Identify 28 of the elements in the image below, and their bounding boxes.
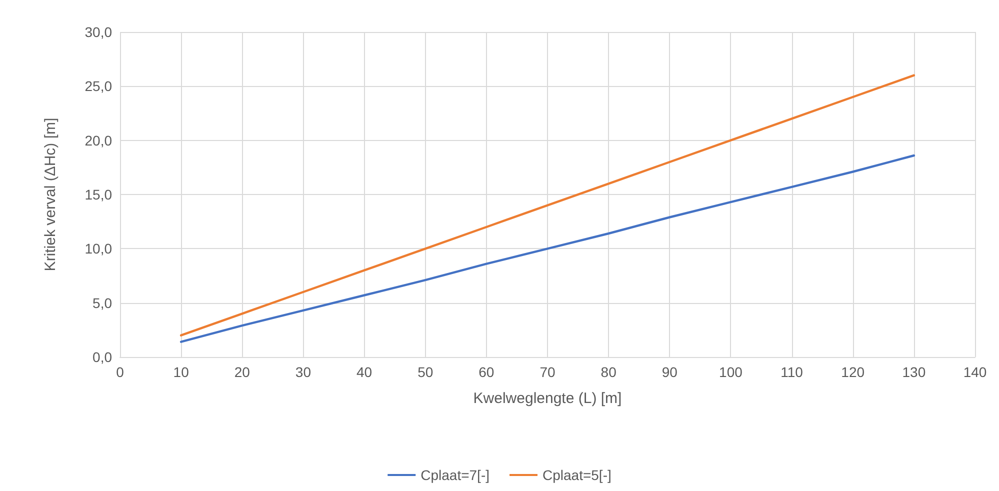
x-tick-label: 130	[902, 364, 926, 380]
y-tick-label: 10,0	[84, 240, 112, 257]
x-tick-label: 20	[234, 364, 250, 380]
x-tick-label: 30	[295, 364, 312, 380]
x-tick-label: 100	[719, 364, 743, 380]
x-tick-label: 110	[780, 364, 804, 380]
y-tick-label: 0,0	[92, 349, 112, 365]
y-axis-title: Kritiek verval (ΔHc) [m]	[42, 118, 59, 272]
x-tick-label: 80	[600, 364, 617, 380]
x-tick-label: 120	[841, 364, 865, 380]
legend-label: Cplaat=5[-]	[542, 467, 612, 483]
y-tick-label: 25,0	[84, 78, 112, 94]
line-series	[180, 154, 916, 343]
x-axis-title: Kwelweglengte (L) [m]	[473, 390, 622, 407]
x-tick-label: 40	[356, 364, 372, 380]
y-tick-label: 15,0	[84, 186, 112, 202]
y-tick-label: 30,0	[84, 24, 112, 40]
x-tick-label: 50	[418, 364, 434, 380]
line-series	[180, 74, 916, 336]
x-tick-label: 0	[116, 364, 124, 380]
y-tick-label: 5,0	[92, 294, 112, 311]
x-tick-label: 10	[173, 364, 190, 380]
x-tick-label: 90	[662, 364, 678, 380]
legend-label: Cplaat=7[-]	[420, 467, 490, 483]
x-tick-label: 140	[963, 364, 987, 380]
x-tick-label: 60	[478, 364, 494, 380]
y-tick-label: 20,0	[84, 132, 112, 148]
x-tick-label: 70	[540, 364, 556, 380]
